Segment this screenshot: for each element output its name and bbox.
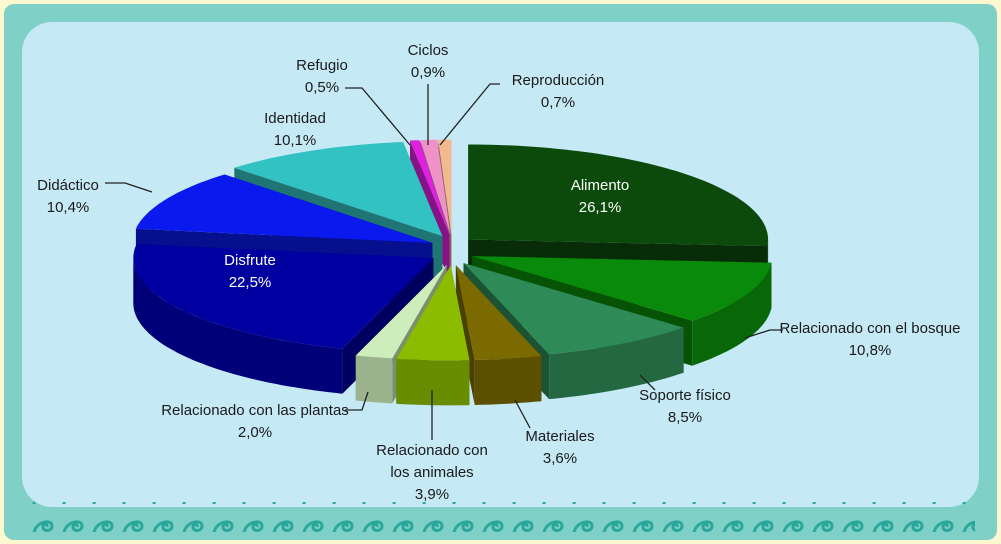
slice-label: Relacionado con las plantas 2,0%: [161, 400, 349, 444]
label-name: Soporte físico: [639, 387, 731, 404]
wave-border: [30, 502, 975, 532]
label-value: 2,0%: [237, 424, 273, 441]
slice-side: [549, 327, 684, 400]
label-name: Relacionado con las plantas: [161, 402, 349, 419]
label-name: Relacionado con los animales: [376, 442, 488, 481]
slice-label: Relacionado con el bosque 10,8%: [780, 318, 961, 362]
slice-label: Reproducción 0,7%: [512, 70, 605, 114]
slice: [410, 140, 450, 235]
slice-side: [474, 356, 542, 405]
slice-side: [355, 355, 393, 404]
slice: [420, 139, 451, 235]
label-name: Didáctico: [37, 177, 99, 194]
leaders: [105, 83, 783, 440]
slice: [468, 144, 769, 247]
slice: [133, 243, 434, 349]
label-value: 3,9%: [414, 486, 450, 503]
slice: [396, 265, 470, 361]
label-value: 22,5%: [228, 274, 272, 291]
slice-side: [455, 265, 475, 405]
label-name: Disfrute: [224, 252, 276, 269]
slice: [472, 256, 772, 321]
pie: [133, 139, 772, 406]
label-name: Materiales: [525, 428, 595, 445]
slice-label: Alimento 26,1%: [571, 175, 629, 219]
label-name: Ciclos: [407, 42, 449, 59]
label-value: 3,6%: [542, 450, 578, 467]
label-value: 26,1%: [578, 199, 622, 216]
label-value: 8,5%: [667, 409, 703, 426]
slice-label: Didáctico 10,4%: [37, 175, 99, 219]
slice: [463, 263, 684, 355]
label-value: 10,8%: [848, 342, 892, 359]
label-name: Identidad: [264, 110, 326, 127]
slice-label: Identidad 10,1%: [264, 108, 326, 152]
label-name: Relacionado con el bosque: [779, 320, 961, 337]
slice-side: [133, 258, 343, 394]
slice-label: Ciclos 0,9%: [408, 40, 449, 84]
slice-side: [396, 358, 470, 406]
label-value: 0,7%: [540, 94, 576, 111]
slice: [438, 139, 452, 235]
slice: [234, 142, 443, 237]
label-value: 0,9%: [410, 64, 446, 81]
label-value: 10,1%: [273, 132, 317, 149]
slice-label: Refugio 0,5%: [296, 55, 348, 99]
slice: [355, 264, 447, 359]
label-name: Refugio: [296, 57, 348, 74]
slice-label: Soporte físico 8,5%: [639, 385, 731, 429]
label-value: 10,4%: [46, 199, 90, 216]
label-value: 0,5%: [304, 79, 340, 96]
slice: [455, 265, 542, 360]
slice: [135, 174, 433, 243]
slice-label: Materiales 3,6%: [525, 426, 594, 470]
label-name: Reproducción: [511, 72, 605, 89]
slice-side: [692, 262, 772, 366]
slice-label: Relacionado con los animales 3,9%: [368, 440, 496, 506]
label-name: Alimento: [570, 177, 630, 194]
slice-label: Disfrute 22,5%: [224, 250, 276, 294]
